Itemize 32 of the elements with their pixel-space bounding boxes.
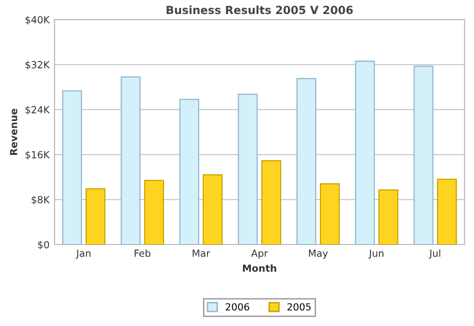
bar xyxy=(86,188,106,244)
y-tick-label: $24K xyxy=(26,106,50,115)
x-tick-label: Feb xyxy=(134,249,150,257)
y-tick-label: $16K xyxy=(26,150,50,160)
bar xyxy=(378,189,398,244)
y-tick-label: $0 xyxy=(38,240,50,250)
bar xyxy=(414,66,434,244)
x-tick-label: Jan xyxy=(76,250,90,259)
bar xyxy=(202,174,223,244)
bar xyxy=(320,183,340,244)
bar xyxy=(355,60,375,244)
y-tick-label: $32K xyxy=(26,60,50,70)
legend-label: 2005 xyxy=(287,303,311,311)
bar xyxy=(179,98,200,244)
legend-label: 2006 xyxy=(226,303,250,311)
bar xyxy=(62,90,82,244)
x-tick-label: Jun xyxy=(368,250,384,259)
bar xyxy=(261,160,282,244)
bar xyxy=(144,180,164,244)
chart-title: Business Results 2005 V 2006 xyxy=(166,6,353,14)
bar xyxy=(120,76,141,244)
x-axis-title: Month xyxy=(242,264,276,272)
x-tick-label: May xyxy=(308,250,328,259)
bar xyxy=(437,178,457,244)
y-axis-title: Revenue xyxy=(10,108,18,155)
x-tick-label: Jul xyxy=(428,249,440,259)
bar xyxy=(296,78,316,244)
x-tick-label: Apr xyxy=(251,250,268,259)
bar xyxy=(238,94,258,244)
y-tick-label: $40K xyxy=(26,16,50,25)
x-tick-label: Mar xyxy=(192,250,210,257)
y-tick-label: $8K xyxy=(32,196,50,205)
